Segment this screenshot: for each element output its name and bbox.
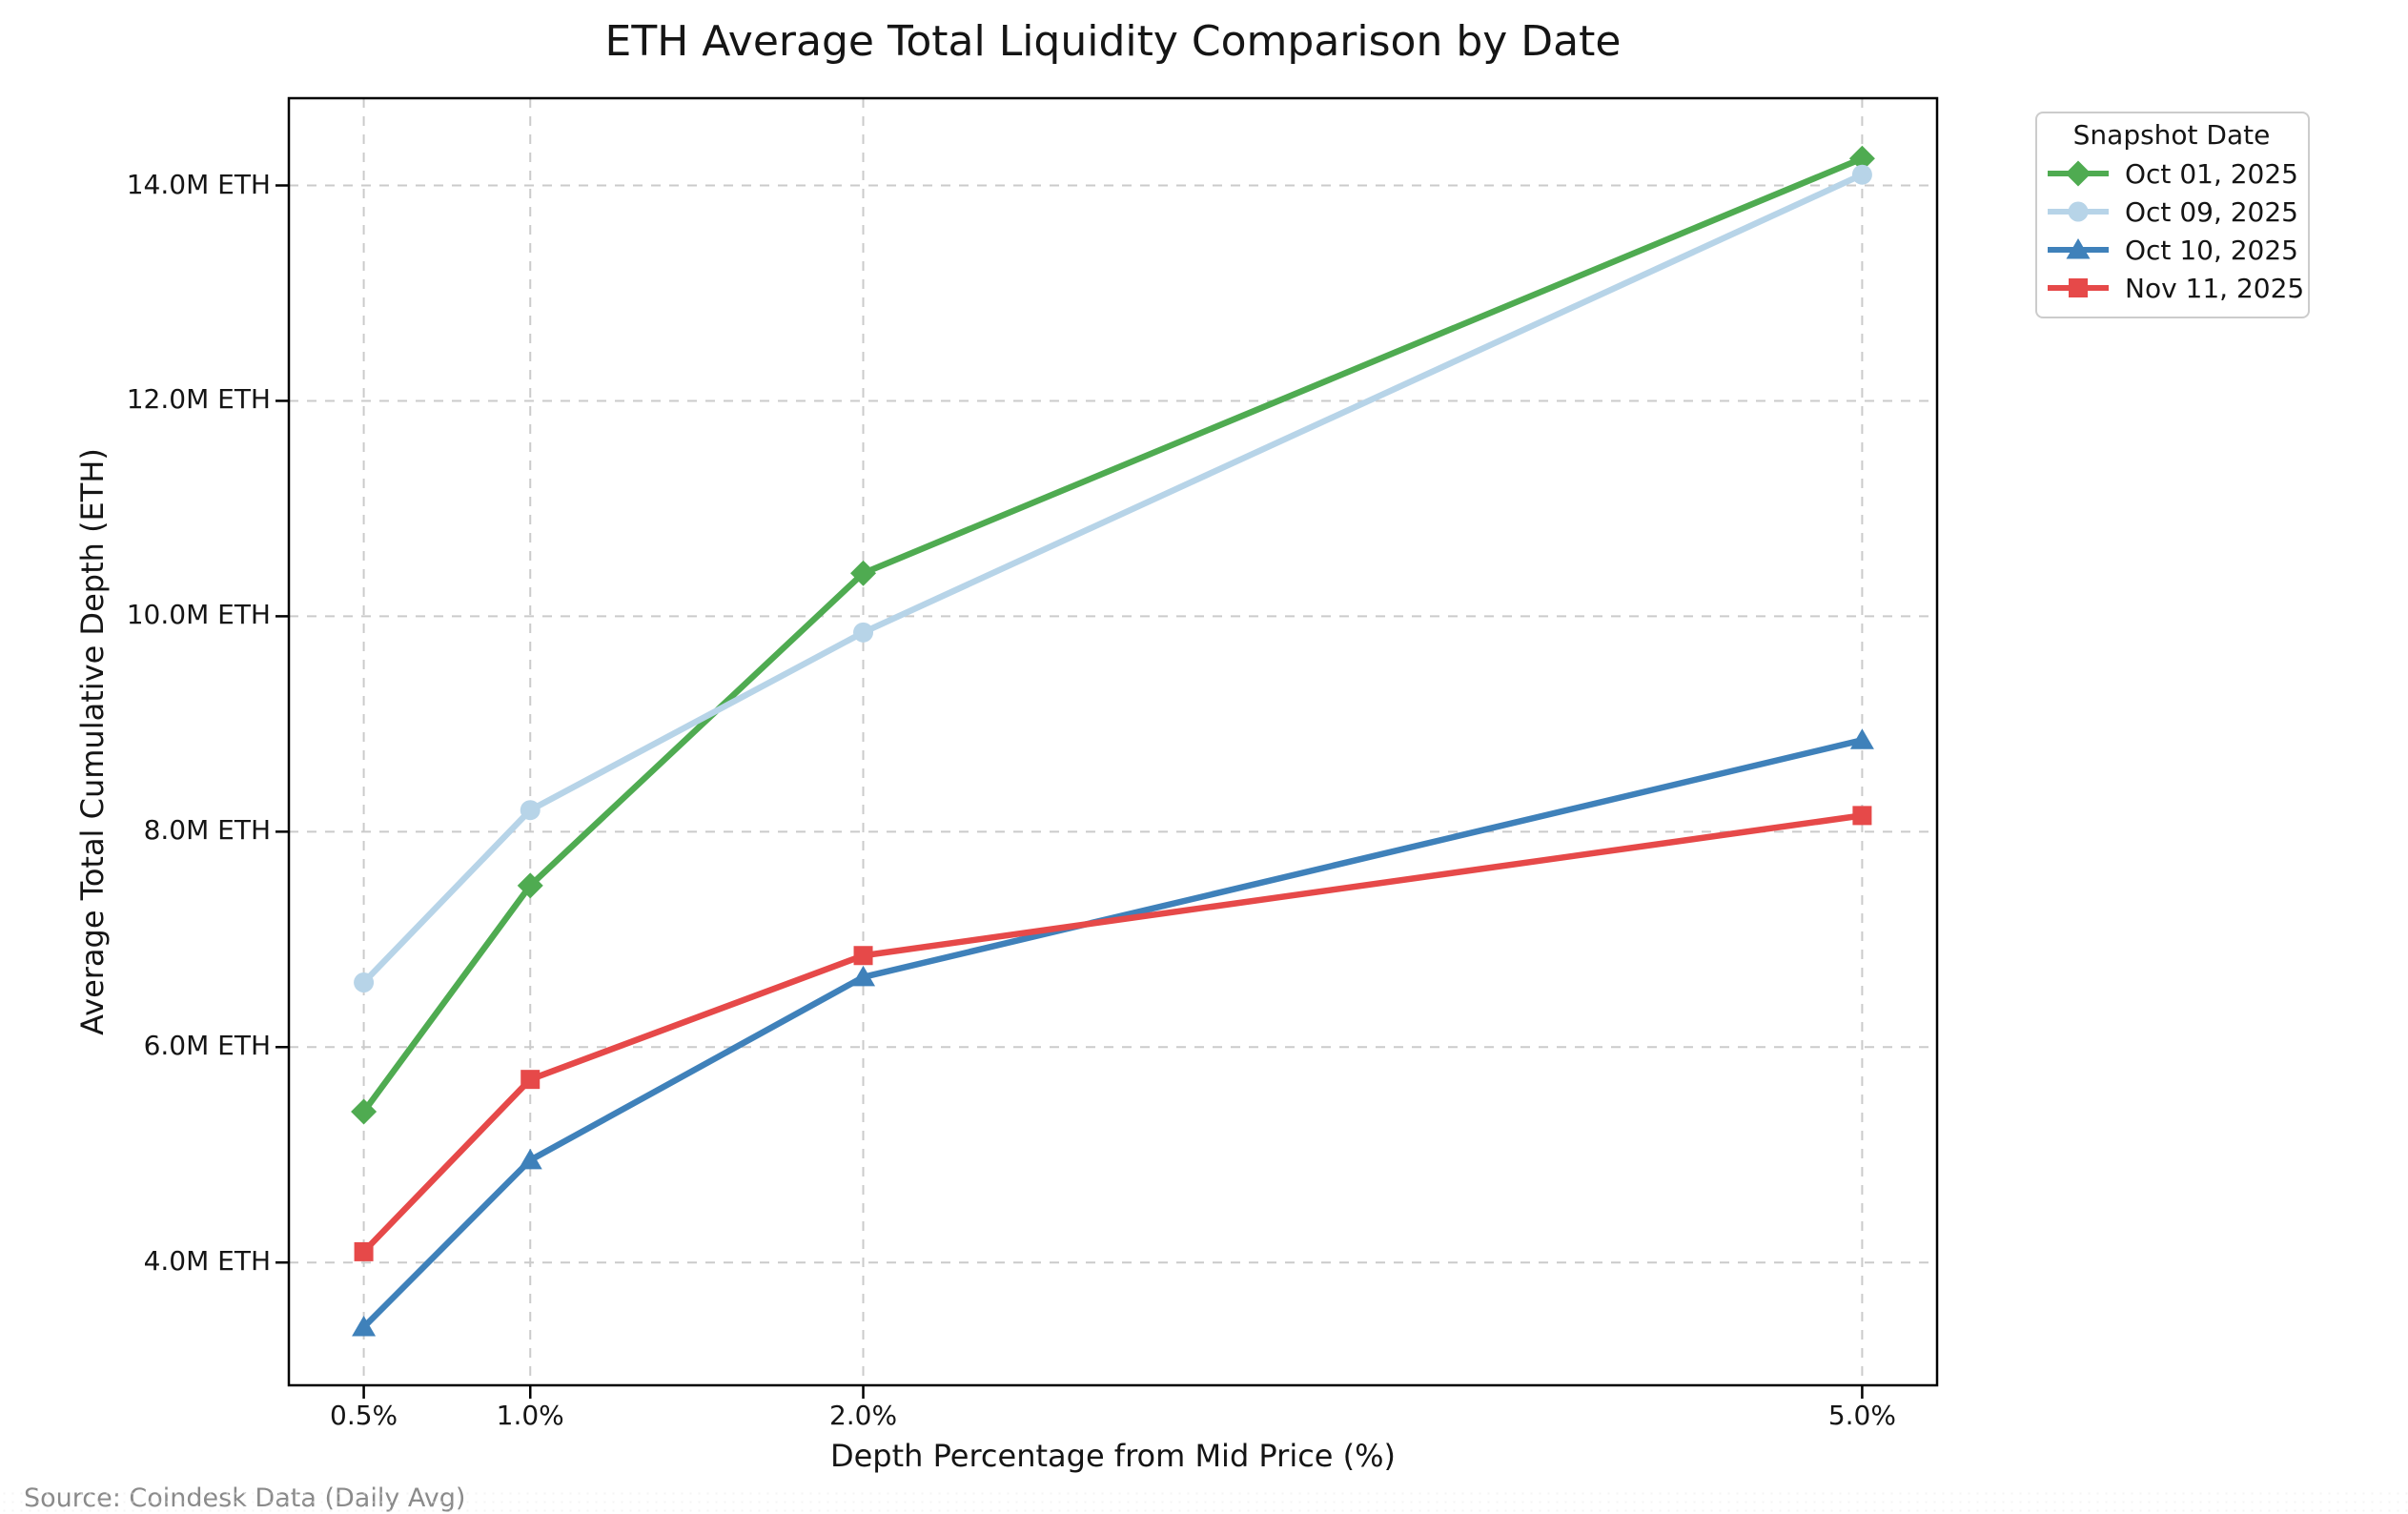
series-line-diamond (360, 155, 1864, 1114)
x-tick-label: 0.5% (330, 1400, 398, 1431)
data-point-square (354, 1241, 374, 1261)
y-tick-label: 4.0M ETH (143, 1245, 271, 1278)
data-point-diamond (1848, 145, 1875, 172)
x-tick-label: 1.0% (496, 1400, 564, 1431)
x-tick-label: 2.0% (828, 1400, 898, 1431)
legend-marker-square (2069, 278, 2088, 297)
legend-swatch-square (2048, 278, 2109, 297)
legend-label: Oct 10, 2025 (2125, 234, 2298, 266)
data-point-triangle (851, 965, 876, 987)
legend-swatch-circle (2048, 201, 2109, 222)
data-point-triangle (518, 1148, 542, 1170)
data-point-square (520, 1070, 541, 1090)
legend-label: Nov 11, 2025 (2125, 272, 2305, 304)
legend-label: Oct 09, 2025 (2125, 195, 2298, 228)
legend: Snapshot Date Oct 01, 2025 Oct 09, 2025 Oc… (2035, 112, 2310, 318)
x-tick-label: 5.0% (1827, 1400, 1896, 1431)
axes-box (287, 96, 1939, 1387)
legend-marker-triangle (2066, 238, 2091, 259)
source-note: Source: Coindesk Data (Daily Avg) (24, 1483, 466, 1513)
data-point-circle (354, 972, 375, 992)
data-point-diamond (351, 1098, 378, 1125)
y-tick-label: 10.0M ETH (126, 599, 271, 631)
series-line-triangle (361, 737, 1864, 1330)
data-point-diamond (517, 872, 543, 899)
data-point-circle (520, 800, 541, 821)
legend-item: Oct 01, 2025 (2045, 154, 2298, 193)
data-point-square (1852, 806, 1872, 826)
legend-swatch-triangle (2048, 238, 2109, 259)
series-line-circle (361, 172, 1864, 985)
data-point-diamond (850, 560, 877, 586)
y-axis-title: Average Total Cumulative Depth (ETH) (74, 448, 111, 1035)
y-tick-label: 8.0M ETH (143, 814, 271, 847)
data-point-square (853, 946, 873, 966)
data-point-circle (1851, 164, 1872, 185)
data-point-triangle (352, 1315, 377, 1337)
legend-marker-circle (2068, 201, 2089, 222)
data-point-triangle (1849, 728, 1874, 749)
x-axis-title: Depth Percentage from Mid Price (%) (829, 1438, 1397, 1474)
y-tick-label: 6.0M ETH (143, 1030, 271, 1062)
legend-title: Snapshot Date (2072, 119, 2271, 151)
data-point-circle (853, 622, 874, 643)
legend-item: Oct 10, 2025 (2045, 231, 2298, 269)
chart-title: ETH Average Total Liquidity Comparison b… (604, 17, 1622, 66)
y-tick-label: 12.0M ETH (126, 383, 271, 416)
legend-items: Oct 01, 2025 Oct 09, 2025 Oct 10, 2025 Nov … (2045, 154, 2304, 307)
y-tick-label: 14.0M ETH (126, 168, 271, 200)
legend-marker-diamond (2065, 160, 2092, 187)
legend-item: Oct 09, 2025 (2045, 193, 2298, 231)
legend-swatch-diamond (2048, 160, 2109, 187)
legend-item: Nov 11, 2025 (2045, 269, 2304, 307)
series-line-square (361, 812, 1863, 1255)
legend-label: Oct 01, 2025 (2125, 157, 2298, 190)
